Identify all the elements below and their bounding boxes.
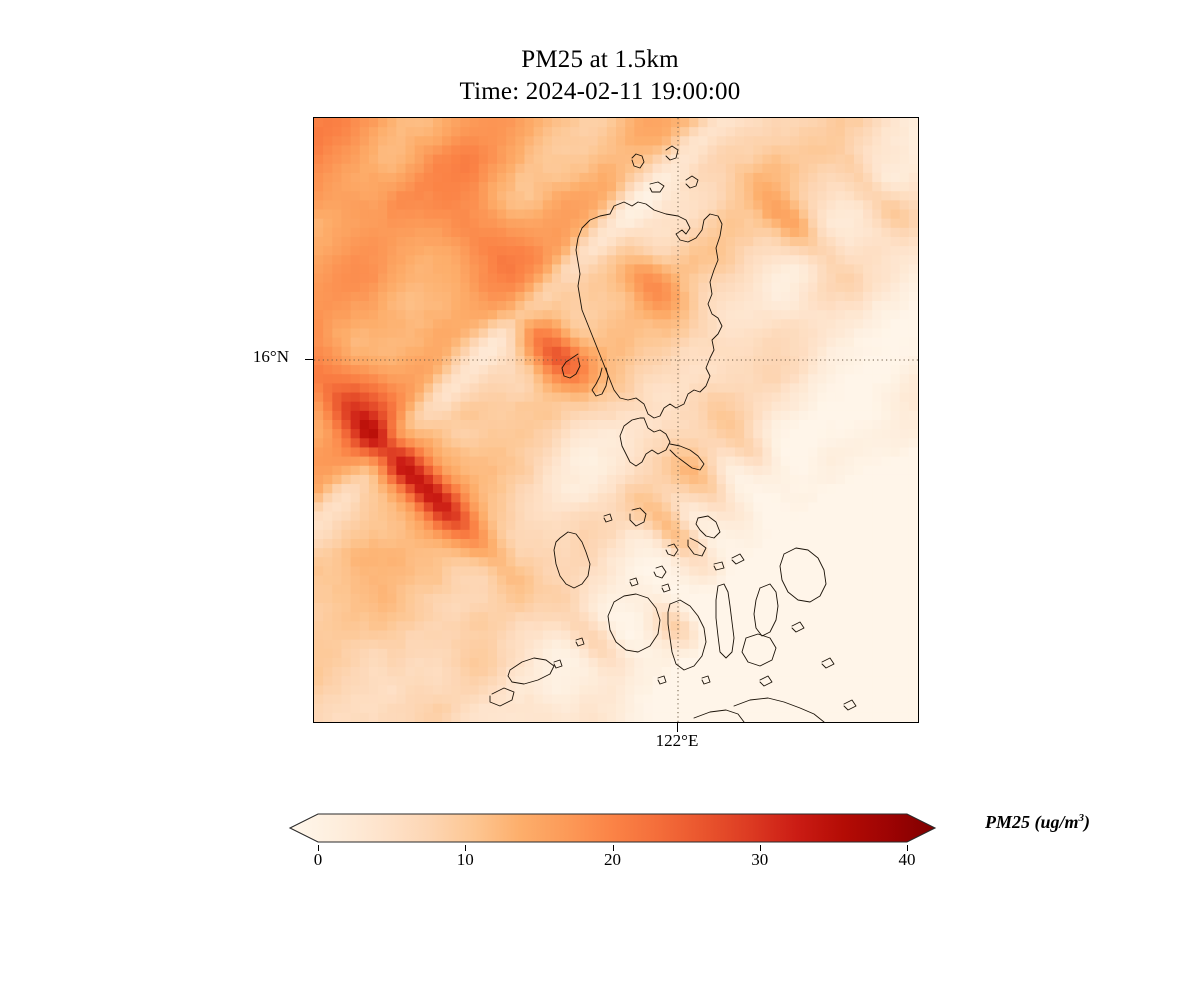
colorbar[interactable] — [283, 806, 959, 850]
colorbar-tick-mark — [612, 845, 614, 851]
colorbar-tick-mark — [907, 845, 908, 851]
colorbar-tick-label: 30 — [751, 850, 769, 869]
colorbar-axis-label: PM25 (ug/m3) — [985, 812, 1090, 833]
pm25-raster-field — [314, 118, 918, 722]
colorbar-tick-mark — [759, 845, 761, 851]
colorbar-label-text: PM25 (ug/m — [985, 812, 1079, 832]
colorbar-label-tail: ) — [1084, 812, 1091, 832]
colorbar-tick-mark — [318, 845, 319, 851]
longitude-tick-label: 122°E — [655, 731, 699, 750]
colorbar-gradient — [288, 813, 937, 843]
map-plot-area[interactable] — [313, 117, 919, 723]
latitude-tick-label: 16°N — [252, 347, 289, 366]
title-line-time: Time: 2024-02-11 19:00:00 — [459, 78, 741, 105]
colorbar-tick-label: 20 — [604, 850, 621, 869]
colorbar-tick-mark — [465, 845, 467, 851]
colorbar-tick-label: 10 — [456, 850, 474, 869]
colorbar-label-exponent: 3 — [1078, 812, 1085, 824]
title-line-variable: PM25 at 1.5km — [521, 46, 679, 73]
longitude-tick-mark — [677, 723, 678, 732]
figure-title: PM25 at 1.5km Time: 2024-02-11 19:00:00 — [0, 44, 1200, 108]
colorbar-tick-group: 0 10 20 30 40 — [283, 845, 959, 871]
gridline-overlay — [314, 118, 918, 722]
latitude-tick-mark — [305, 359, 314, 360]
colorbar-tick-label: 0 — [313, 850, 323, 869]
coastline-overlay — [489, 145, 857, 722]
colorbar-tick-label: 40 — [898, 850, 916, 869]
